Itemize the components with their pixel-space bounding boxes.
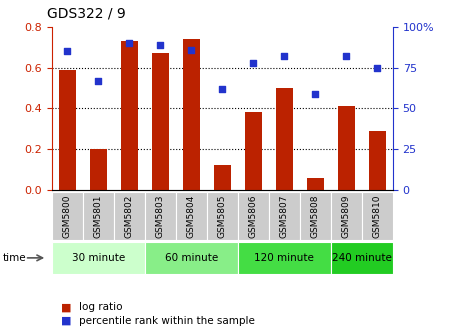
Point <box>95 78 102 83</box>
Point <box>64 49 71 54</box>
Bar <box>176 192 207 240</box>
Bar <box>183 39 200 190</box>
Text: percentile rank within the sample: percentile rank within the sample <box>79 316 255 326</box>
Text: GSM5806: GSM5806 <box>249 194 258 238</box>
Bar <box>90 149 107 190</box>
Bar <box>145 192 176 240</box>
Text: ■: ■ <box>61 302 71 312</box>
Bar <box>207 192 238 240</box>
Bar <box>276 88 293 190</box>
Text: GSM5808: GSM5808 <box>311 194 320 238</box>
Bar <box>52 192 83 240</box>
Bar <box>362 192 393 240</box>
Text: ■: ■ <box>61 316 71 326</box>
Bar <box>369 131 386 190</box>
Bar <box>269 192 300 240</box>
Text: GSM5800: GSM5800 <box>63 194 72 238</box>
Text: GSM5801: GSM5801 <box>94 194 103 238</box>
Bar <box>331 242 393 274</box>
Text: log ratio: log ratio <box>79 302 122 312</box>
Bar <box>83 192 114 240</box>
Text: time: time <box>2 253 26 263</box>
Bar <box>238 192 269 240</box>
Bar <box>214 165 231 190</box>
Bar <box>245 113 262 190</box>
Bar <box>145 242 238 274</box>
Text: GSM5807: GSM5807 <box>280 194 289 238</box>
Bar <box>331 192 362 240</box>
Point <box>343 53 350 59</box>
Text: GSM5802: GSM5802 <box>125 194 134 238</box>
Bar <box>59 70 76 190</box>
Point <box>126 41 133 46</box>
Bar <box>300 192 331 240</box>
Point <box>219 86 226 91</box>
Text: GSM5805: GSM5805 <box>218 194 227 238</box>
Bar <box>152 53 169 190</box>
Point <box>281 53 288 59</box>
Point <box>374 65 381 70</box>
Bar <box>114 192 145 240</box>
Bar <box>307 178 324 190</box>
Point <box>188 47 195 52</box>
Text: 60 minute: 60 minute <box>165 253 218 263</box>
Point <box>157 42 164 47</box>
Text: GDS322 / 9: GDS322 / 9 <box>47 6 126 20</box>
Point <box>312 91 319 96</box>
Bar <box>338 106 355 190</box>
Bar <box>52 242 145 274</box>
Text: GSM5804: GSM5804 <box>187 194 196 238</box>
Text: 120 minute: 120 minute <box>255 253 314 263</box>
Bar <box>238 242 331 274</box>
Text: GSM5809: GSM5809 <box>342 194 351 238</box>
Text: 240 minute: 240 minute <box>332 253 392 263</box>
Bar <box>121 41 138 190</box>
Text: GSM5803: GSM5803 <box>156 194 165 238</box>
Text: GSM5810: GSM5810 <box>373 194 382 238</box>
Point <box>250 60 257 66</box>
Text: 30 minute: 30 minute <box>71 253 125 263</box>
